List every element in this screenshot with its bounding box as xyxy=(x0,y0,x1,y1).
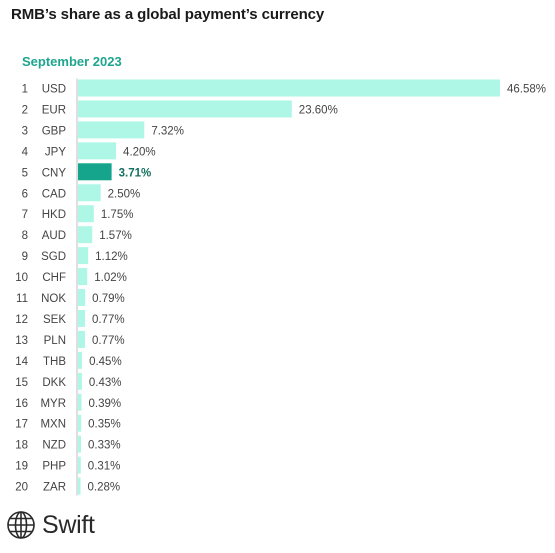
bar xyxy=(78,477,81,495)
value-label: 3.71% xyxy=(119,167,152,179)
bar xyxy=(78,268,88,286)
category-label: NZD xyxy=(42,440,66,452)
rank-label: 16 xyxy=(15,398,28,410)
rank-label: 6 xyxy=(22,188,28,200)
value-label: 0.33% xyxy=(88,440,121,452)
logo-wordmark: Swift xyxy=(42,510,95,539)
value-label: 0.79% xyxy=(92,293,125,305)
bar xyxy=(78,435,81,453)
rank-label: 3 xyxy=(22,125,28,137)
bar xyxy=(78,247,89,265)
category-label: GBP xyxy=(42,125,67,137)
category-label: CAD xyxy=(42,188,66,200)
value-label: 0.31% xyxy=(88,461,121,473)
bar xyxy=(78,184,101,202)
category-label: DKK xyxy=(42,377,66,389)
rank-label: 10 xyxy=(15,272,28,284)
rank-label: 15 xyxy=(15,377,28,389)
rank-label: 19 xyxy=(15,461,28,473)
category-label: EUR xyxy=(42,104,66,116)
category-label: USD xyxy=(42,84,66,96)
value-label: 7.32% xyxy=(151,125,184,137)
rank-label: 5 xyxy=(22,167,28,179)
rank-label: 18 xyxy=(15,440,28,452)
value-label: 23.60% xyxy=(299,104,338,116)
category-label: THB xyxy=(43,356,66,368)
chart-title: RMB’s share as a global payment’s curren… xyxy=(11,6,325,23)
rank-label: 11 xyxy=(16,293,28,305)
category-label: PLN xyxy=(44,335,66,347)
rank-label: 1 xyxy=(22,84,28,96)
category-label: JPY xyxy=(45,146,66,158)
value-label: 0.28% xyxy=(88,482,121,494)
bar xyxy=(78,289,86,306)
bar xyxy=(78,205,94,223)
value-label: 0.35% xyxy=(88,419,121,431)
category-label: SEK xyxy=(43,314,66,326)
bar xyxy=(78,142,117,160)
value-label: 46.58% xyxy=(507,84,546,96)
rank-label: 20 xyxy=(15,482,28,494)
bar xyxy=(78,100,292,118)
bar-highlight xyxy=(78,163,112,181)
value-label: 1.75% xyxy=(101,209,134,221)
rank-label: 4 xyxy=(22,146,29,158)
value-label: 4.20% xyxy=(123,146,156,158)
value-label: 1.02% xyxy=(94,272,127,284)
category-label: MYR xyxy=(40,398,66,410)
bar xyxy=(78,414,82,432)
rank-label: 13 xyxy=(15,335,28,347)
value-label: 2.50% xyxy=(108,188,141,200)
period-label: September 2023 xyxy=(22,54,122,69)
rank-label: 9 xyxy=(22,251,28,263)
value-label: 0.77% xyxy=(92,314,125,326)
globe-icon xyxy=(7,511,35,539)
rank-label: 7 xyxy=(22,209,28,221)
category-label: HKD xyxy=(42,209,66,221)
rank-label: 17 xyxy=(15,419,28,431)
bar xyxy=(78,79,500,97)
value-label: 0.77% xyxy=(92,335,125,347)
rank-label: 14 xyxy=(15,356,28,368)
bar xyxy=(78,226,93,244)
bar xyxy=(78,121,145,139)
category-label: ZAR xyxy=(43,482,66,494)
bar xyxy=(78,456,81,474)
category-label: NOK xyxy=(41,293,66,305)
value-label: 0.39% xyxy=(89,398,122,410)
rank-label: 12 xyxy=(15,314,28,326)
bar-chart: 1 USD 46.58% 2 EUR 23.60% 3 GBP 7.32% 4 JPY 4.20% 5 C… xyxy=(15,78,546,496)
bar xyxy=(78,351,83,369)
category-label: CHF xyxy=(42,272,66,284)
category-label: PHP xyxy=(42,461,66,473)
bar xyxy=(78,372,82,390)
category-label: CNY xyxy=(42,167,67,179)
bar xyxy=(78,309,85,327)
bar xyxy=(78,393,82,411)
value-label: 1.57% xyxy=(99,230,132,242)
value-label: 0.45% xyxy=(89,356,122,368)
value-label: 1.12% xyxy=(95,251,128,263)
swift-logo: Swift xyxy=(6,510,95,540)
bar xyxy=(78,330,85,348)
rank-label: 8 xyxy=(22,230,28,242)
rank-label: 2 xyxy=(22,104,28,116)
category-label: MXN xyxy=(40,419,66,431)
category-label: AUD xyxy=(42,230,66,242)
category-label: SGD xyxy=(41,251,66,263)
value-label: 0.43% xyxy=(89,377,122,389)
